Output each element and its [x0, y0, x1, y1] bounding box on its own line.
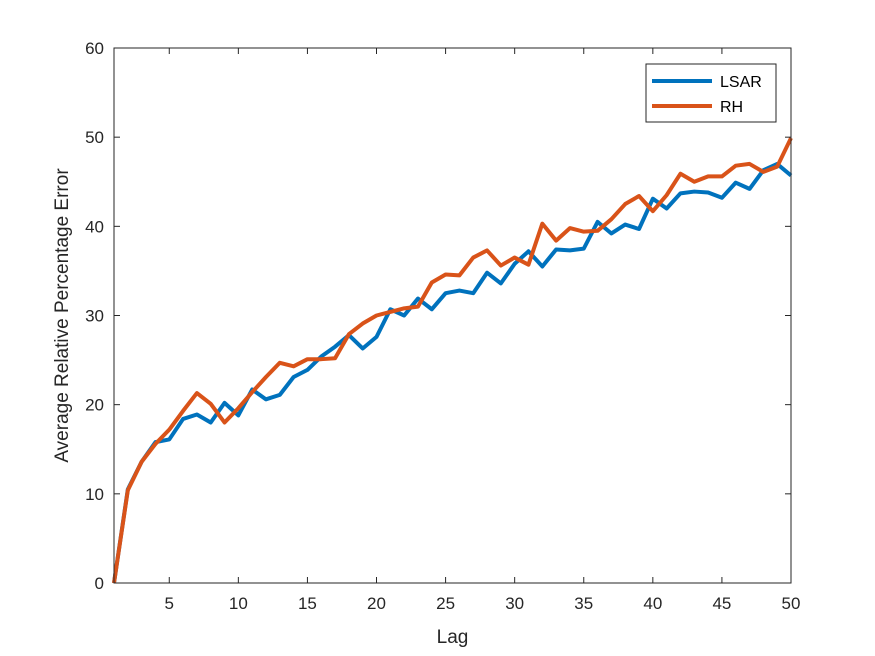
x-tick-label: 25: [436, 594, 455, 613]
series-line-rh: [112, 137, 793, 584]
y-axis: 0 10 20 30 40 50 60: [85, 39, 791, 593]
y-tick-label: 60: [85, 39, 104, 58]
x-tick-label: 20: [367, 594, 386, 613]
x-tick-label: 10: [229, 594, 248, 613]
y-tick-label: 10: [85, 485, 104, 504]
legend-box: [645, 63, 777, 123]
plot-area: [114, 48, 791, 583]
legend-label-rh: RH: [720, 99, 743, 116]
y-tick-label: 40: [85, 217, 104, 236]
x-tick-label: 35: [574, 594, 593, 613]
x-axis: 5 10 15 20 25 30 35 40 45 50: [165, 48, 801, 613]
x-tick-label: 50: [782, 594, 801, 613]
y-tick-label: 0: [95, 574, 104, 593]
y-axis-label: Average Relative Percentage Error: [52, 168, 73, 463]
series-layer: [112, 137, 793, 584]
x-tick-label: 40: [643, 594, 662, 613]
x-tick-label: 5: [165, 594, 174, 613]
legend-label-lsar: LSAR: [720, 74, 762, 91]
x-axis-label: Lag: [437, 627, 469, 648]
x-tick-label: 15: [298, 594, 317, 613]
y-tick-label: 50: [85, 128, 104, 147]
legend[interactable]: LSAR RH: [645, 63, 777, 123]
x-tick-label: 30: [505, 594, 524, 613]
series-line-lsar: [112, 161, 793, 584]
y-tick-label: 30: [85, 307, 104, 326]
y-tick-label: 20: [85, 396, 104, 415]
x-tick-label: 45: [712, 594, 731, 613]
